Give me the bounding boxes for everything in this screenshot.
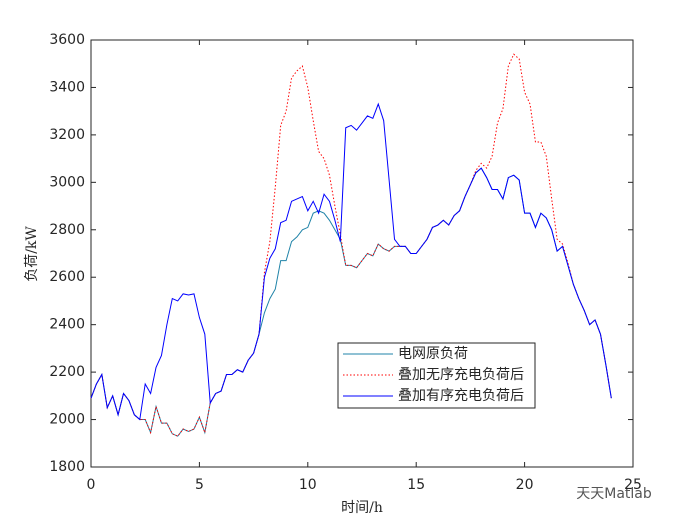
y-tick-label: 3600 (49, 32, 85, 48)
x-tick-label: 0 (87, 477, 96, 493)
x-tick-label: 20 (516, 477, 534, 493)
y-tick-label: 1800 (49, 459, 85, 475)
line-series (90, 102, 612, 421)
watermark: 天天Matlab (576, 486, 652, 502)
y-tick-label: 3200 (49, 127, 85, 143)
legend-label: 叠加无序充电负荷后 (398, 367, 524, 383)
y-tick-label: 2400 (49, 317, 85, 333)
y-tick-label: 2600 (49, 269, 85, 285)
legend-label: 叠加有序充电负荷后 (398, 388, 524, 404)
x-tick-label: 5 (195, 477, 204, 493)
x-tick-label: 10 (299, 477, 317, 493)
y-tick-label: 3000 (49, 174, 85, 190)
legend-label: 电网原负荷 (398, 346, 468, 362)
x-tick-label: 25 (624, 477, 642, 493)
x-tick-label: 15 (407, 477, 425, 493)
y-axis-label: 负荷/kW (24, 226, 40, 282)
y-tick-label: 3400 (49, 79, 85, 95)
y-tick-label: 2000 (49, 412, 85, 428)
x-axis-label: 时间/h (341, 500, 383, 516)
y-tick-label: 2200 (49, 364, 85, 380)
y-tick-label: 2800 (49, 222, 85, 238)
line-series (90, 53, 612, 437)
